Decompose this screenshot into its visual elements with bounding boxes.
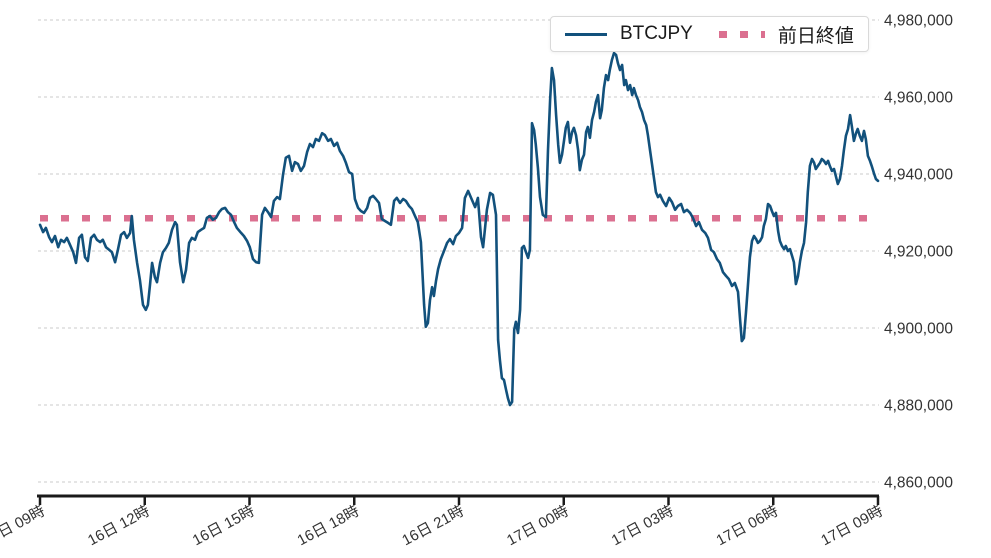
x-tick-label: 16日 21時	[399, 503, 467, 550]
x-tick-label: 16日 18時	[295, 503, 363, 550]
x-tick-label: 16日 12時	[85, 503, 153, 550]
y-tick-label: 4,880,000	[884, 398, 953, 415]
x-tick-label: 17日 00時	[504, 503, 572, 550]
btcjpy-price-line	[38, 51, 880, 407]
x-axis: 16日 09時 16日 12時 16日 15時 16日 18時 16日 21時 17日 0…	[0, 494, 886, 550]
y-tick-label: 4,960,000	[884, 90, 953, 107]
chart-legend: BTCJPY 前日終値	[550, 16, 869, 52]
btcjpy-line-swatch	[565, 32, 607, 36]
x-tick-label: 17日 06時	[714, 503, 782, 550]
y-tick-label: 4,900,000	[884, 321, 953, 338]
y-tick-label: 4,920,000	[884, 244, 953, 261]
y-axis-labels: 4,860,000 4,880,000 4,900,000 4,920,000 4,94…	[884, 13, 953, 492]
x-tick-label: 16日 09時	[0, 503, 48, 550]
legend-label-btcjpy: BTCJPY	[620, 23, 693, 44]
y-tick-label: 4,940,000	[884, 167, 953, 184]
x-tick-label: 16日 15時	[190, 503, 258, 550]
y-tick-label: 4,980,000	[884, 13, 953, 30]
legend-item-prev-close[interactable]: 前日終値	[718, 21, 854, 48]
prev-close-dash-swatch	[718, 30, 765, 38]
legend-label-prev-close: 前日終値	[777, 25, 854, 47]
x-tick-label: 17日 09時	[818, 503, 886, 550]
x-tick-label: 17日 03時	[609, 503, 677, 550]
y-tick-label: 4,860,000	[884, 475, 953, 492]
legend-item-btcjpy[interactable]: BTCJPY	[565, 23, 693, 45]
